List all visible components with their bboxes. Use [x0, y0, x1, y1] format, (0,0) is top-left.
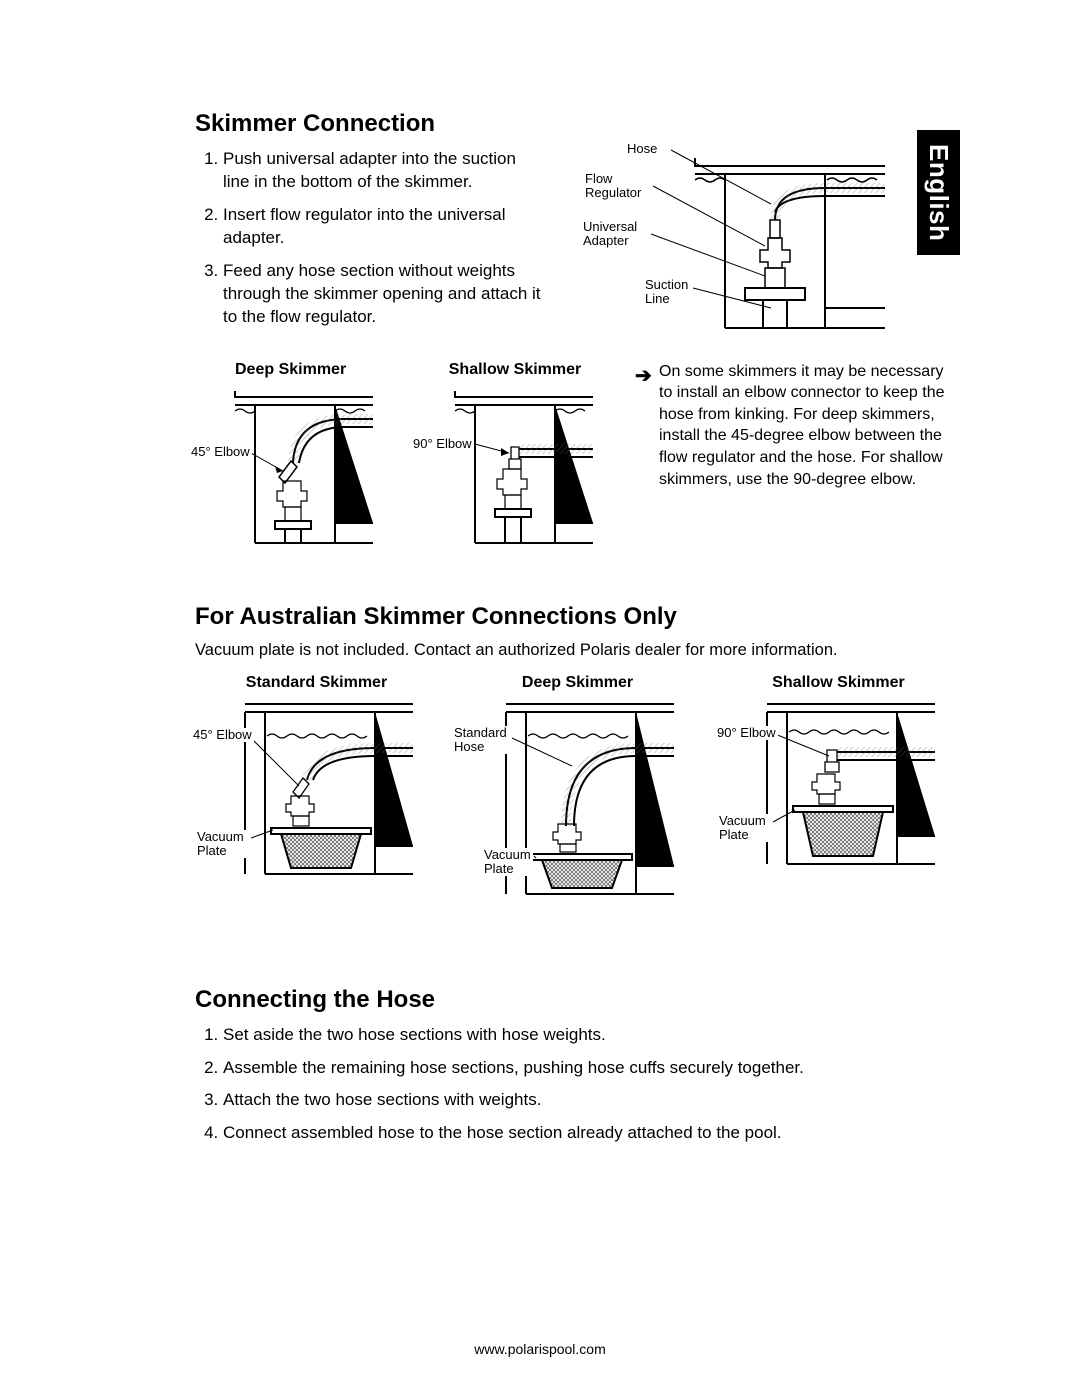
- section-skimmer-connection: Skimmer Connection Push universal adapte…: [195, 110, 960, 553]
- heading-skimmer-connection: Skimmer Connection: [195, 110, 960, 138]
- section-connecting-hose: Connecting the Hose Set aside the two ho…: [195, 986, 960, 1146]
- label-suction-line: Suction Line: [645, 278, 690, 307]
- steps-list-1: Push universal adapter into the suction …: [195, 148, 545, 329]
- diagram-aus-deep: Standard Hose Vacuum Plate: [456, 696, 699, 896]
- label-aus-deep-plate: Vacuum Plate: [484, 848, 533, 877]
- heading-australian: For Australian Skimmer Connections Only: [195, 603, 960, 631]
- elbow-note-text: On some skimmers it may be necessary to …: [659, 363, 945, 488]
- section-australian: For Australian Skimmer Connections Only …: [195, 603, 960, 896]
- label-90-elbow: 90° Elbow: [413, 437, 474, 451]
- label-aus-deep-hose: Standard Hose: [454, 726, 509, 755]
- australian-intro: Vacuum plate is not included. Contact an…: [195, 641, 960, 660]
- page: Skimmer Connection Push universal adapte…: [0, 0, 1080, 1215]
- diagram-main-skimmer: Hose Flow Regulator Universal Adapter Su…: [575, 148, 960, 338]
- elbow-note: ➔ On some skimmers it may be necessary t…: [635, 361, 960, 553]
- diagram-shallow-skimmer: 90° Elbow: [415, 383, 615, 553]
- label-aus-std-plate: Vacuum Plate: [197, 830, 246, 859]
- note-arrow-icon: ➔: [635, 363, 652, 390]
- steps-list-3: Set aside the two hose sections with hos…: [195, 1024, 875, 1146]
- step-item: Push universal adapter into the suction …: [223, 148, 545, 194]
- label-hose: Hose: [627, 142, 659, 156]
- diagram-aus-shallow: 90° Elbow Vacuum Plate: [717, 696, 960, 866]
- label-aus-shallow-plate: Vacuum Plate: [719, 814, 768, 843]
- step-item: Attach the two hose sections with weight…: [223, 1089, 875, 1112]
- step-item: Feed any hose section without weights th…: [223, 260, 545, 329]
- diagram-aus-standard: 45° Elbow Vacuum Plate: [195, 696, 438, 876]
- label-universal-adapter: Universal Adapter: [583, 220, 639, 249]
- label-flow-regulator: Flow Regulator: [585, 172, 643, 201]
- shallow-skimmer-title: Shallow Skimmer: [415, 361, 615, 379]
- label-aus-shallow-elbow: 90° Elbow: [717, 726, 778, 740]
- footer-url: www.polarispool.com: [0, 1341, 1080, 1357]
- diagram-deep-skimmer: 45° Elbow: [195, 383, 395, 553]
- aus-shallow-title: Shallow Skimmer: [717, 674, 960, 692]
- step-item: Set aside the two hose sections with hos…: [223, 1024, 875, 1047]
- heading-connecting-hose: Connecting the Hose: [195, 986, 960, 1014]
- elbows-row: Deep Skimmer 45° Elbow: [195, 361, 960, 553]
- step-item: Connect assembled hose to the hose secti…: [223, 1122, 875, 1145]
- step-item: Assemble the remaining hose sections, pu…: [223, 1057, 875, 1080]
- aus-standard-title: Standard Skimmer: [195, 674, 438, 692]
- deep-skimmer-title: Deep Skimmer: [195, 361, 395, 379]
- label-45-elbow: 45° Elbow: [191, 445, 252, 459]
- label-aus-std-elbow: 45° Elbow: [193, 728, 254, 742]
- step-item: Insert flow regulator into the universal…: [223, 204, 545, 250]
- aus-deep-title: Deep Skimmer: [456, 674, 699, 692]
